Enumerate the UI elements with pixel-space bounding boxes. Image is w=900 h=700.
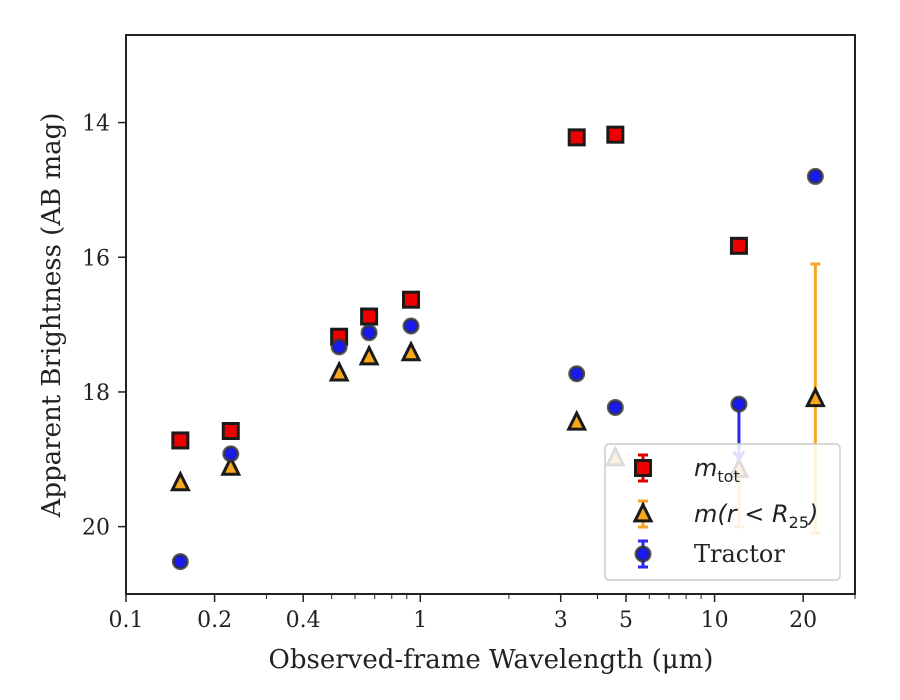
data-point xyxy=(606,398,624,416)
x-tick-label: 0.2 xyxy=(197,608,232,633)
legend-marker xyxy=(632,501,654,523)
y-tick-label: 20 xyxy=(82,516,110,541)
y-tick-label: 18 xyxy=(82,381,110,406)
legend-marker xyxy=(634,459,652,477)
data-point xyxy=(730,395,748,413)
legend-label: m(r < R25) xyxy=(694,500,818,532)
plot-frame xyxy=(125,34,856,595)
y-axis-ticks: 14 16 18 20 xyxy=(82,112,126,541)
data-point xyxy=(330,338,348,356)
data-point xyxy=(169,470,191,492)
legend-label-subscript: tot xyxy=(717,467,739,486)
plot-border xyxy=(125,34,856,595)
legend: mtot m(r < R25) Tractor xyxy=(604,443,841,581)
y-tick-label: 14 xyxy=(82,112,110,137)
legend-box xyxy=(604,443,841,581)
data-point xyxy=(222,445,240,463)
y-axis-title: Apparent Brightness (AB mag) xyxy=(37,113,67,519)
x-axis-title: Observed-frame Wavelength (μm) xyxy=(269,645,714,675)
data-point xyxy=(566,409,588,431)
legend-label-subscript: 25 xyxy=(789,513,809,532)
data-point xyxy=(729,236,748,255)
data-point xyxy=(567,128,586,147)
data-point xyxy=(220,454,242,476)
x-tick-label: 10 xyxy=(701,608,729,633)
x-tick-label: 3 xyxy=(554,608,568,633)
data-point xyxy=(171,553,189,571)
legend-label-main: m xyxy=(694,454,717,482)
legend-label: mtot xyxy=(694,454,740,486)
data-point xyxy=(360,324,378,342)
data-point xyxy=(400,340,422,362)
data-point xyxy=(402,317,420,335)
data-point xyxy=(804,386,826,408)
data-point xyxy=(171,431,190,450)
data-point xyxy=(402,290,421,309)
data-point xyxy=(328,360,350,382)
legend-label-main: Tractor xyxy=(694,540,785,568)
data-point xyxy=(360,307,379,326)
data-point xyxy=(358,344,380,366)
legend-label-main: m(r < R xyxy=(694,500,789,528)
data-point xyxy=(568,365,586,383)
data-point xyxy=(606,125,625,144)
x-tick-label: 5 xyxy=(619,608,633,633)
x-tick-label: 1 xyxy=(413,608,427,633)
legend-marker xyxy=(634,545,652,563)
data-point xyxy=(806,167,824,185)
x-tick-label: 0.1 xyxy=(109,608,144,633)
y-tick-label: 16 xyxy=(82,246,110,271)
data-point xyxy=(221,422,240,441)
x-tick-label: 20 xyxy=(789,608,817,633)
x-tick-label: 0.4 xyxy=(286,608,321,633)
legend-label: Tractor xyxy=(694,540,785,568)
x-axis-ticks: 0.1 0.2 0.4 1 3 5 10 20 xyxy=(109,594,856,633)
legend-label-tail: ) xyxy=(807,500,818,528)
